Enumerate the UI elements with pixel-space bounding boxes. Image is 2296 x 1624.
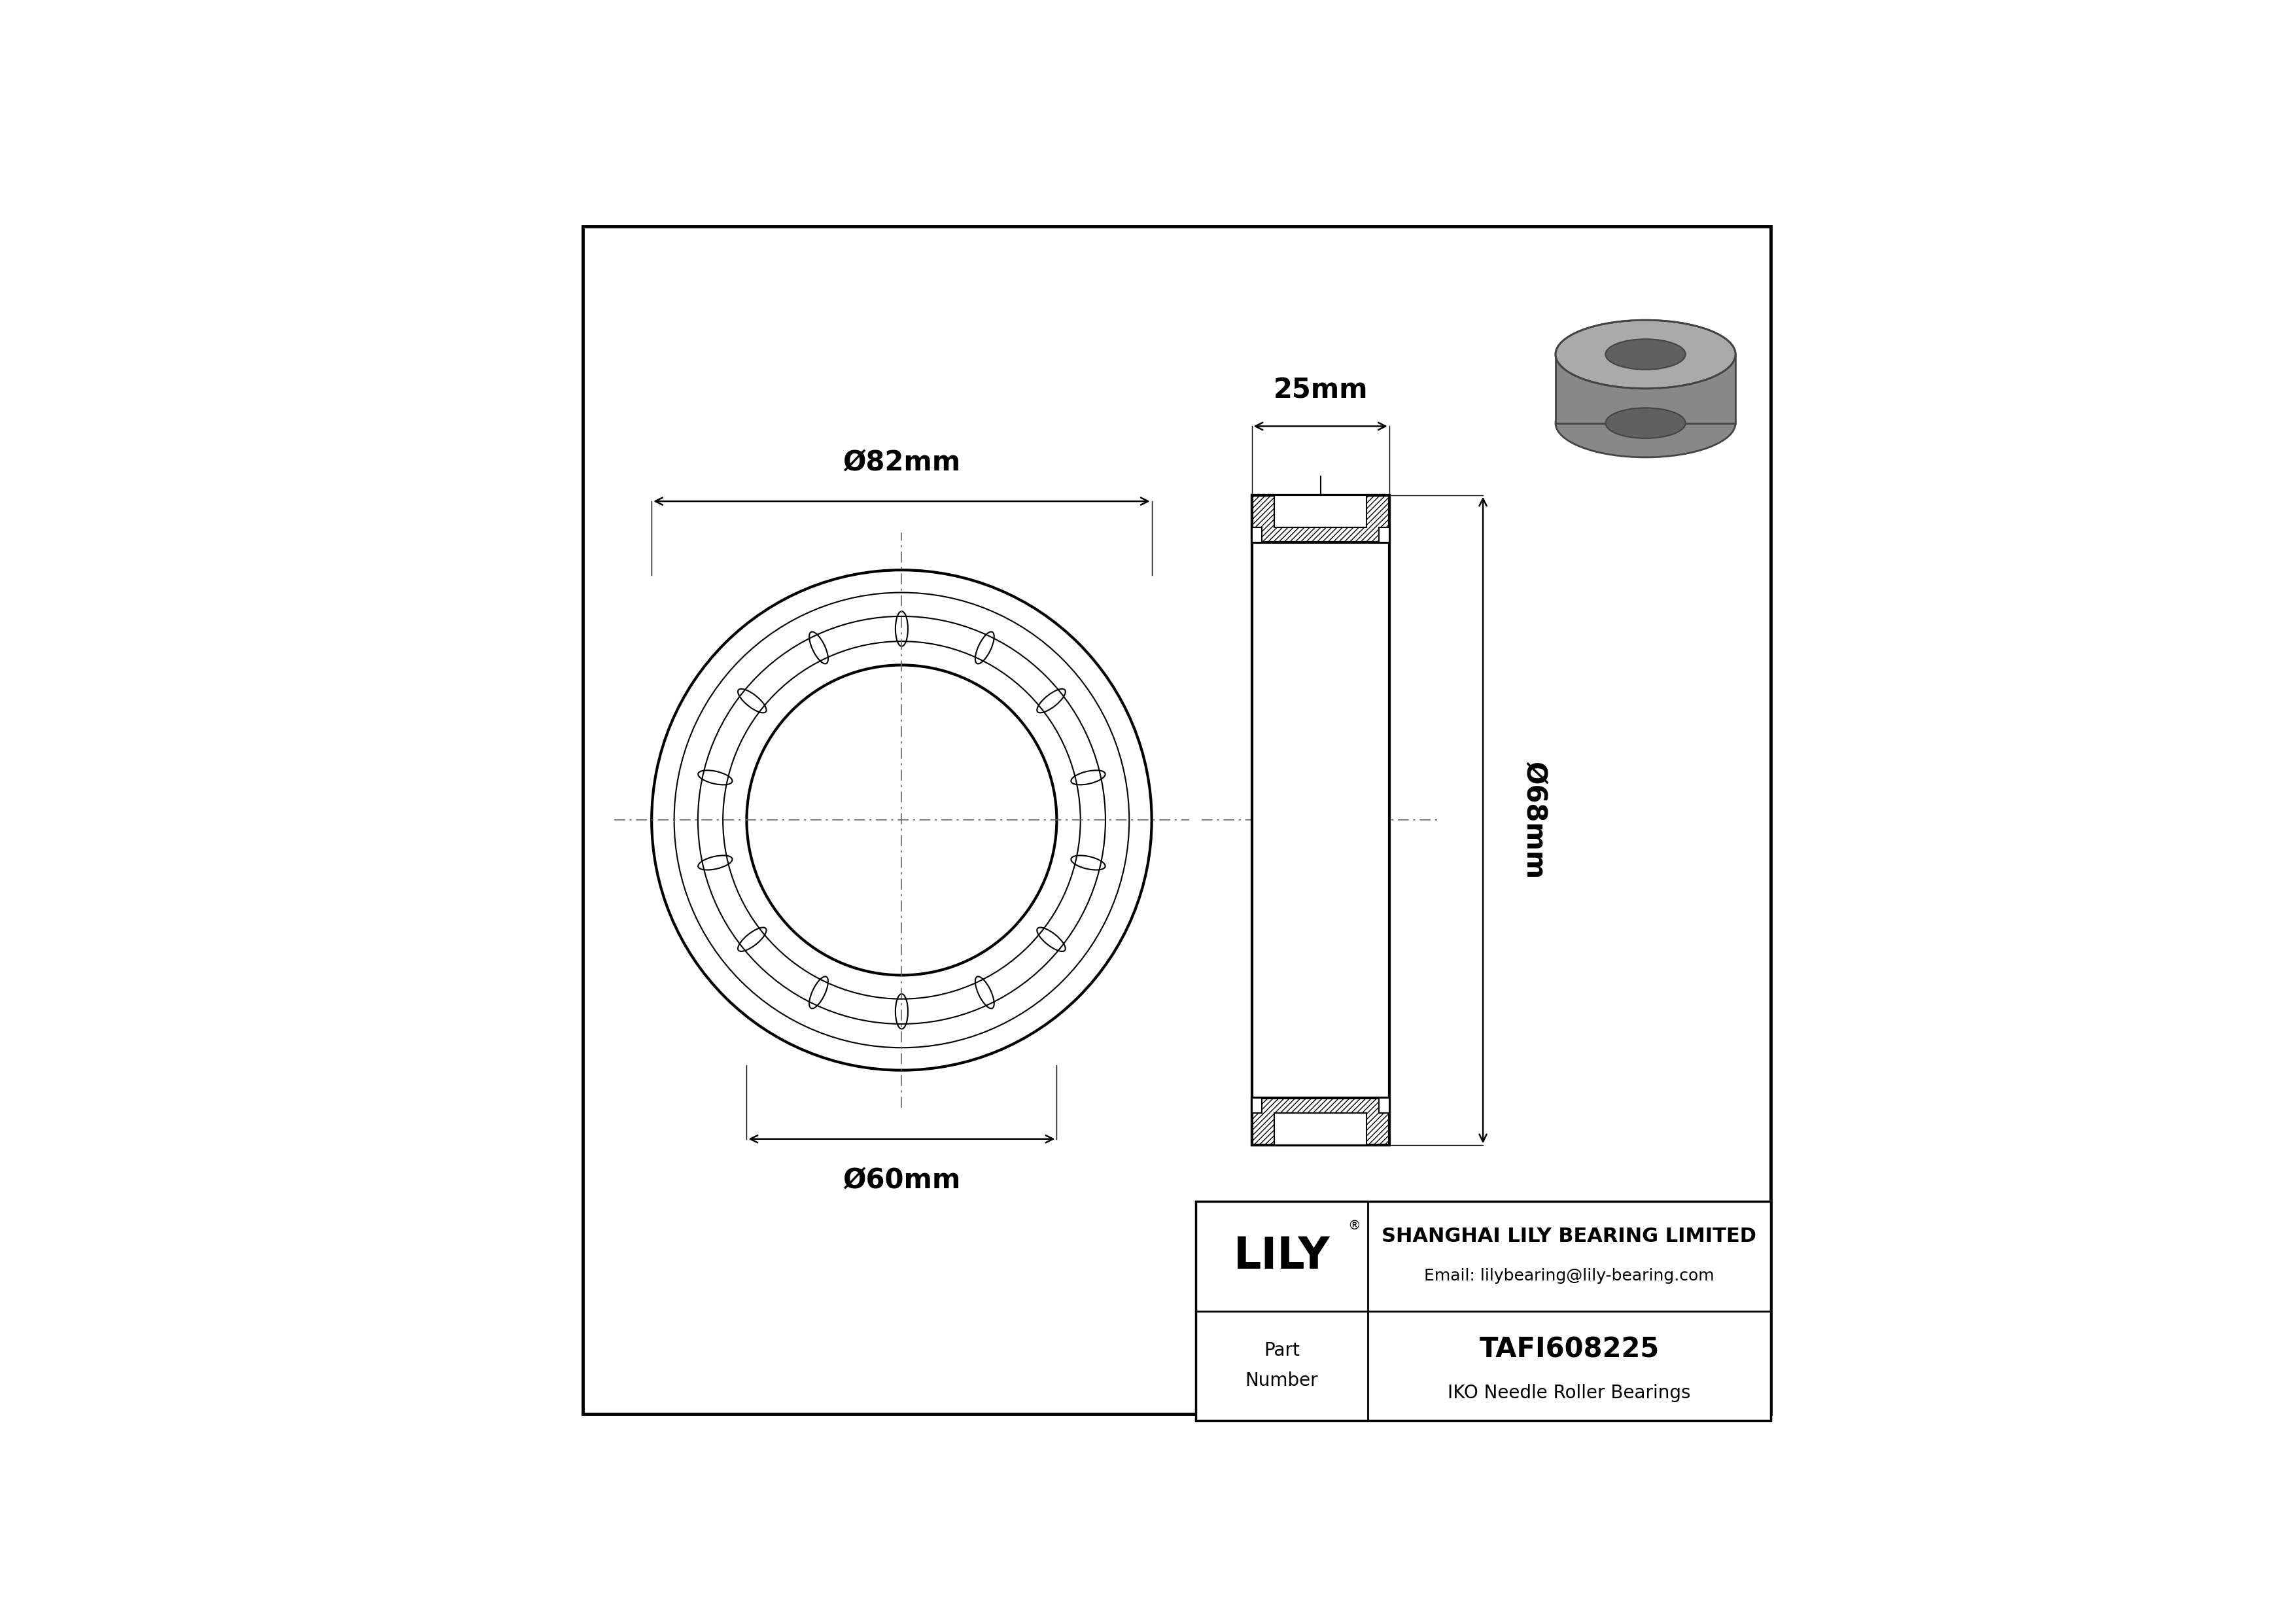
Bar: [1251, 495, 1389, 542]
Text: TAFI608225: TAFI608225: [1479, 1335, 1660, 1363]
Bar: [1554, 354, 1736, 424]
Ellipse shape: [1605, 408, 1685, 438]
Text: Ø60mm: Ø60mm: [843, 1166, 960, 1194]
Text: Email: lilybearing@lily-bearing.com: Email: lilybearing@lily-bearing.com: [1424, 1268, 1715, 1283]
Text: 25mm: 25mm: [1274, 377, 1368, 404]
Text: SHANGHAI LILY BEARING LIMITED: SHANGHAI LILY BEARING LIMITED: [1382, 1228, 1756, 1246]
Text: Part
Number: Part Number: [1244, 1341, 1318, 1390]
Bar: [1274, 495, 1366, 528]
Bar: [1196, 1202, 1770, 1421]
Bar: [1380, 1098, 1389, 1112]
Text: ®: ®: [1348, 1220, 1362, 1233]
Bar: [1251, 1098, 1263, 1112]
Ellipse shape: [1554, 388, 1736, 458]
Bar: [1251, 1098, 1389, 1145]
Bar: [1251, 528, 1263, 542]
Ellipse shape: [1605, 339, 1685, 370]
Ellipse shape: [1554, 320, 1736, 388]
Text: Ø82mm: Ø82mm: [843, 448, 960, 476]
Text: IKO Needle Roller Bearings: IKO Needle Roller Bearings: [1449, 1384, 1690, 1402]
Text: LILY: LILY: [1233, 1234, 1329, 1278]
Bar: [1251, 495, 1389, 1145]
Text: Ø68mm: Ø68mm: [1520, 762, 1548, 879]
Bar: [1274, 1112, 1366, 1145]
Bar: [1380, 528, 1389, 542]
